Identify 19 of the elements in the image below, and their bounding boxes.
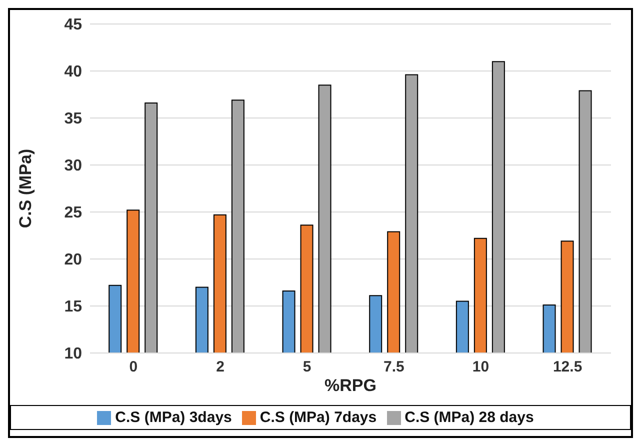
x-tick-label: 10	[472, 358, 490, 376]
legend-label: C.S (MPa) 28 days	[404, 409, 534, 426]
x-tick-label: 2	[216, 358, 224, 376]
x-axis-title: %RPG	[324, 376, 376, 395]
x-tick-label: 7.5	[383, 358, 404, 376]
y-tick-label: 10	[64, 346, 82, 363]
y-tick-label: 30	[64, 158, 82, 175]
y-tick-label: 20	[64, 252, 82, 269]
y-tick-label: 15	[64, 298, 82, 316]
y-tick-label: 25	[64, 204, 82, 222]
x-tick-label: 0	[129, 358, 138, 376]
x-tick-label: 12.5	[552, 358, 582, 376]
legend-label: C.S (MPa) 3days	[115, 409, 232, 426]
y-tick-label: 40	[64, 64, 82, 81]
y-tick-label: 35	[64, 110, 82, 128]
y-axis-title: C.S (MPa)	[16, 148, 36, 228]
legend-label: C.S (MPa) 7days	[260, 409, 377, 426]
x-tick-label: 5	[302, 358, 312, 376]
y-tick-label: 45	[64, 16, 82, 34]
